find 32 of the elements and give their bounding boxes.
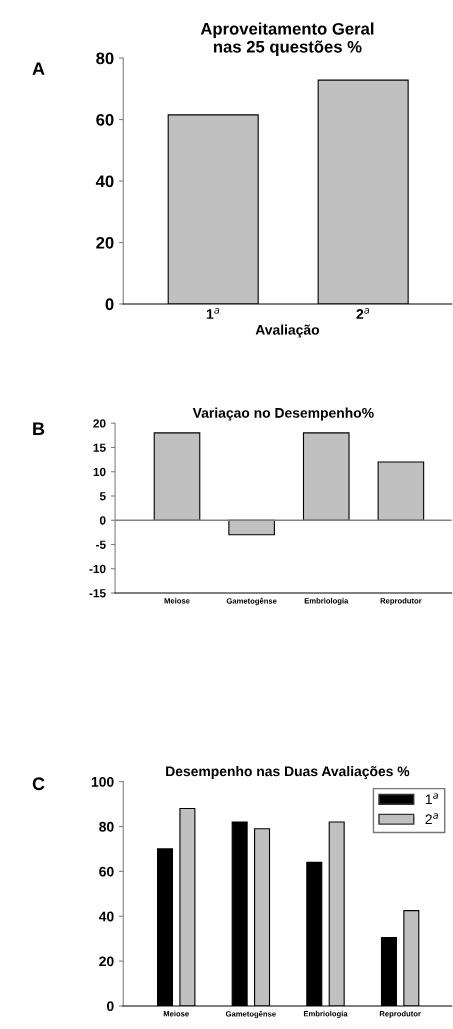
y-tick-label: 0 [107, 1001, 114, 1012]
text: C [32, 777, 45, 791]
legend-label: 2$^{a}$ [425, 813, 439, 825]
chart-title: Desempenho nas Duas Avaliações % [166, 766, 410, 779]
y-tick-label: 60 [99, 866, 114, 877]
y-tick-label: -15 [89, 589, 106, 598]
y-tick-label: 20 [96, 236, 114, 249]
y-tick-label: 80 [99, 821, 114, 832]
y-tick-label: -5 [96, 540, 106, 549]
y-tick-label: 5 [99, 492, 106, 501]
text: A [32, 62, 45, 75]
y-tick-label: 60 [96, 113, 114, 126]
chart-title: Variaçao no Desempenho% [192, 407, 374, 421]
y-tick-label: 20 [99, 956, 114, 967]
y-tick-label: 100 [91, 776, 114, 787]
y-tick-label: 40 [95, 175, 114, 188]
y-tick-label: 80 [96, 52, 114, 65]
y-tick-label: 15 [93, 443, 106, 452]
y-tick-label: 10 [93, 467, 106, 477]
y-tick-label: 0 [99, 516, 106, 525]
y-tick-label: -10 [89, 564, 106, 574]
y-tick-label: 0 [105, 298, 114, 311]
bar [377, 461, 425, 521]
bar [302, 432, 350, 521]
text: B [33, 422, 45, 435]
chart-title: Aproveitamento Geral nas 25 questões % [200, 22, 374, 56]
y-tick-label: 40 [98, 911, 114, 922]
bar [228, 519, 275, 536]
legend-label: 1$^{a}$ [425, 793, 439, 805]
y-tick-label: 20 [93, 419, 106, 428]
x-axis-title: Avaliação [255, 324, 320, 338]
bar [153, 432, 201, 521]
